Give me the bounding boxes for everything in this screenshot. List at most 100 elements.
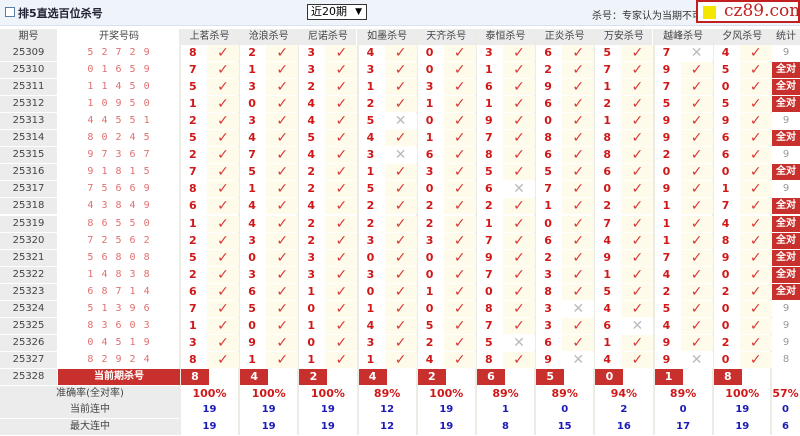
kill-number: 0 — [721, 318, 730, 332]
footer-value: 2 — [620, 404, 628, 416]
draw-numbers: 8 3 6 0 3 — [87, 319, 151, 331]
kill-number: 3 — [366, 63, 375, 77]
check-icon: ✓ — [384, 249, 417, 266]
kill-number: 1 — [425, 284, 434, 298]
check-icon: ✓ — [443, 266, 476, 283]
check-icon: ✓ — [621, 147, 654, 164]
check-icon: ✓ — [443, 96, 476, 113]
check-icon: ✓ — [266, 79, 299, 96]
footer-value: 100% — [429, 386, 464, 400]
column-divider — [415, 29, 418, 435]
footer-value: 19 — [202, 420, 217, 432]
kill-number: 4 — [721, 46, 730, 59]
kill-number: 1 — [366, 80, 375, 94]
check-icon: ✓ — [739, 164, 772, 181]
period-select[interactable]: 近20期 ▼ — [307, 4, 367, 20]
stat-cell: 9 — [782, 149, 790, 161]
kill-number: 6 — [485, 182, 493, 196]
footer-value: 100% — [251, 386, 286, 400]
checkbox-icon[interactable] — [5, 7, 15, 17]
footer-value: 8 — [502, 420, 509, 432]
kill-number: 1 — [662, 233, 671, 247]
kill-number: 6 — [544, 148, 552, 162]
kill-number: 2 — [603, 97, 612, 111]
kill-number: 6 — [485, 80, 493, 94]
check-icon: ✓ — [621, 249, 654, 266]
kill-number: 9 — [544, 352, 552, 366]
kill-number: 3 — [366, 233, 375, 247]
footer-value: 19 — [735, 404, 750, 416]
stat-cell: 全对 — [772, 198, 800, 215]
current-kill-number: 4 — [240, 368, 269, 385]
check-icon: ✓ — [325, 334, 358, 351]
check-icon: ✓ — [503, 215, 535, 232]
check-icon: ✓ — [325, 96, 358, 113]
header-stat: 统计 — [772, 29, 800, 45]
kill-number: 2 — [189, 267, 197, 281]
check-icon: ✓ — [207, 62, 239, 79]
check-icon: ✓ — [621, 232, 654, 249]
kill-number: 7 — [485, 318, 493, 332]
check-icon: ✓ — [443, 249, 476, 266]
kill-number: 7 — [189, 165, 197, 179]
stat-cell: 全对 — [772, 232, 800, 249]
footer-value: 16 — [616, 420, 631, 432]
period-cell: 25320 — [0, 232, 57, 249]
check-icon: ✓ — [384, 62, 417, 79]
check-icon: ✓ — [325, 62, 358, 79]
check-icon: ✓ — [503, 164, 535, 181]
check-icon: ✓ — [384, 198, 417, 215]
kill-number: 1 — [425, 97, 434, 111]
kill-number: 2 — [189, 233, 197, 247]
kill-number: 8 — [485, 148, 493, 162]
header-period: 期号 — [0, 29, 57, 45]
kill-number: 2 — [307, 182, 316, 196]
stat-cell: 全对 — [772, 164, 800, 181]
table-row: 25315 9 7 3 6 7 2 ✓ 7 ✓ 4 ✓ 3 ✕ 6 ✓ 8 ✓ 6 ✓ 8 ✓ 2 ✓ 6 ✓ 9 — [0, 147, 800, 164]
check-icon: ✓ — [621, 45, 654, 61]
check-icon: ✓ — [621, 79, 654, 96]
kill-number: 4 — [366, 318, 375, 332]
kill-number: 6 — [544, 97, 552, 111]
check-icon: ✓ — [266, 96, 299, 113]
kill-number: 2 — [307, 165, 316, 179]
check-icon: ✓ — [739, 198, 772, 215]
check-icon: ✓ — [562, 130, 595, 147]
footer-row: 最大连中 19 19 19 12 19 8 15 16 17 19 6 — [0, 418, 800, 436]
kill-number: 3 — [425, 165, 434, 179]
check-icon: ✓ — [621, 113, 654, 130]
check-icon: ✓ — [503, 351, 535, 368]
kill-number: 7 — [485, 267, 493, 281]
check-icon: ✓ — [739, 181, 772, 198]
check-icon: ✓ — [443, 147, 476, 164]
kill-number: 5 — [544, 165, 552, 179]
check-icon: ✓ — [739, 45, 772, 61]
period-cell: 25326 — [0, 334, 57, 351]
kill-number: 1 — [189, 318, 197, 332]
check-icon: ✓ — [325, 181, 358, 198]
kill-number: 7 — [485, 233, 493, 247]
table-row: 25310 0 1 6 5 9 7 ✓ 1 ✓ 3 ✓ 3 ✓ 0 ✓ 1 ✓ 2 ✓ 7 ✓ 9 ✓ 5 ✓ 全对 — [0, 62, 800, 79]
column-divider — [534, 29, 537, 435]
stat-cell: 9 — [782, 47, 790, 58]
table-row: 25319 8 6 5 5 0 1 ✓ 4 ✓ 2 ✓ 2 ✓ 2 ✓ 1 ✓ 0 ✓ 7 ✓ 1 ✓ 4 ✓ 全对 — [0, 215, 800, 233]
kill-number: 1 — [307, 352, 316, 366]
check-icon: ✓ — [207, 96, 239, 113]
site-logo[interactable]: cz89.com — [696, 0, 800, 23]
check-icon: ✓ — [739, 300, 772, 317]
kill-number: 4 — [721, 216, 730, 230]
kill-number: 8 — [603, 131, 612, 145]
draw-numbers: 6 8 7 1 4 — [87, 285, 151, 297]
draw-numbers: 5 6 8 0 8 — [87, 251, 151, 263]
check-icon: ✓ — [266, 198, 299, 215]
draw-numbers: 8 0 2 4 5 — [87, 132, 151, 144]
check-icon: ✓ — [503, 147, 535, 164]
kill-number: 5 — [603, 46, 612, 59]
check-icon: ✓ — [443, 351, 476, 368]
check-icon: ✓ — [739, 130, 772, 147]
current-kill-number: 2 — [299, 368, 328, 385]
check-icon: ✓ — [266, 351, 299, 368]
header-expert: 夕风杀号 — [713, 29, 771, 45]
kill-number: 6 — [544, 335, 552, 349]
check-icon: ✓ — [325, 198, 358, 215]
